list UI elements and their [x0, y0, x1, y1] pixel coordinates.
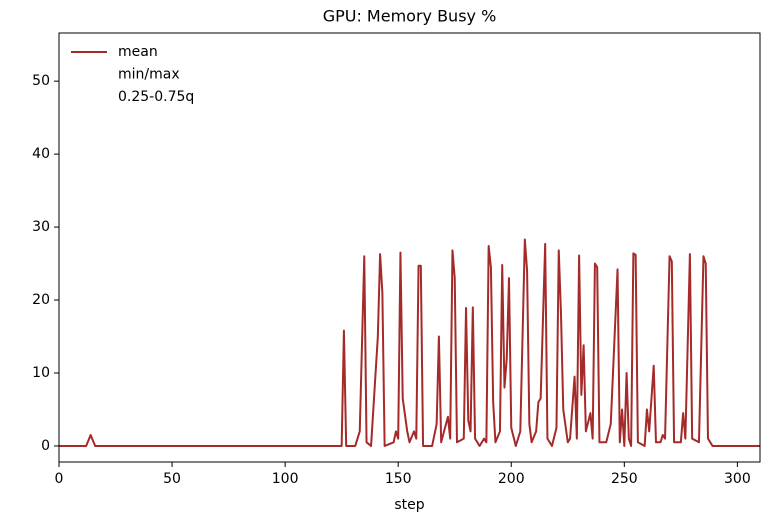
x-tick-label: 50 [163, 471, 181, 487]
y-tick-label: 50 [32, 73, 50, 89]
x-tick-label: 100 [272, 471, 299, 487]
y-tick-label: 10 [32, 365, 50, 381]
x-tick-label: 250 [611, 471, 638, 487]
x-tick-label: 150 [385, 471, 412, 487]
x-tick-label: 300 [724, 471, 751, 487]
y-tick-label: 20 [32, 292, 50, 308]
x-tick-label: 0 [55, 471, 64, 487]
x-tick-label: 200 [498, 471, 525, 487]
y-tick-label: 40 [32, 146, 50, 162]
plot-frame [58, 32, 761, 463]
legend-label: mean [118, 44, 158, 60]
legend-label: min/max [118, 67, 180, 83]
line-series [59, 238, 760, 447]
y-tick-label: 30 [32, 219, 50, 235]
legend-label: 0.25-0.75q [118, 89, 194, 105]
chart-title: GPU: Memory Busy % [323, 7, 497, 26]
y-tick-label: 0 [41, 438, 50, 454]
x-axis-label: step [394, 497, 424, 513]
